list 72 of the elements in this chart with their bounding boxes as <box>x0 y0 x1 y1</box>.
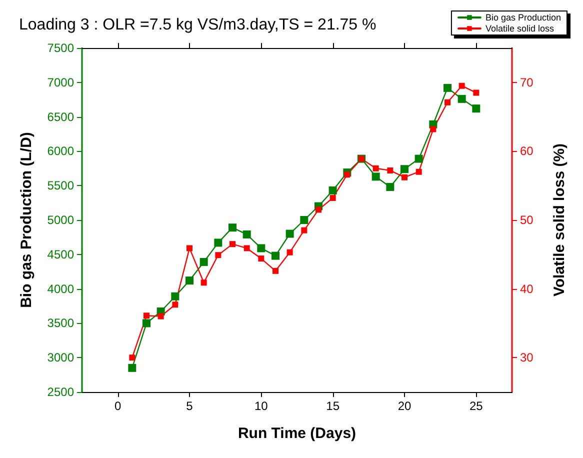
point <box>144 312 150 319</box>
point <box>200 280 207 286</box>
x-tick-label: 5 <box>186 399 194 413</box>
point <box>257 244 266 252</box>
point <box>286 230 294 238</box>
point <box>172 302 178 308</box>
point <box>128 364 136 372</box>
y-tick-label: 7000 <box>47 75 74 90</box>
x-axis-title: Run Time (Days) <box>238 425 356 442</box>
y2-axis-title: Volatile solid loss (%) <box>551 143 568 297</box>
point <box>344 172 350 178</box>
y-tick-label: 7500 <box>47 41 74 55</box>
point <box>158 313 164 320</box>
point <box>444 84 452 92</box>
point <box>300 216 308 224</box>
y-tick-label: 6000 <box>47 144 74 158</box>
y-tick-label: 5000 <box>47 213 74 227</box>
point <box>129 354 136 361</box>
point <box>414 154 423 163</box>
point <box>400 165 408 174</box>
point <box>386 182 394 191</box>
chart-title: Loading 3 : OLR =7.5 kg VS/m3.day,TS = 21.75 % <box>19 16 376 34</box>
point <box>214 238 222 247</box>
point <box>244 245 250 252</box>
point <box>215 252 222 258</box>
y-tick-label: 4500 <box>47 247 74 262</box>
point <box>228 224 236 232</box>
y-tick-label: 3000 <box>47 350 74 365</box>
point <box>472 104 480 113</box>
point <box>258 256 264 262</box>
y-tick-label: 4000 <box>47 282 74 296</box>
point <box>171 292 180 300</box>
point <box>458 82 465 89</box>
y2-tick-label: 60 <box>520 144 534 158</box>
point <box>328 186 337 194</box>
point <box>372 172 380 181</box>
point <box>402 174 408 180</box>
x-tick-label: 10 <box>254 399 268 413</box>
y-tick-label: 2500 <box>47 385 74 399</box>
point <box>458 94 466 103</box>
y-axis-title: Bio gas Production (L/D) <box>18 132 35 308</box>
legend-label: Bio gas Production <box>485 12 561 22</box>
legend-label: Volatile solid loss <box>485 24 554 34</box>
point <box>316 206 322 213</box>
point <box>186 276 194 285</box>
point <box>330 194 336 201</box>
point <box>286 249 293 256</box>
x-tick-label: 0 <box>114 399 122 413</box>
point <box>200 258 208 266</box>
y-tick-label: 6500 <box>47 110 74 124</box>
y-tick-label: 5500 <box>47 178 74 193</box>
point <box>387 167 394 174</box>
point <box>473 90 480 96</box>
y-tick-label: 3500 <box>47 316 74 330</box>
point <box>230 241 236 248</box>
point <box>272 268 278 274</box>
point <box>444 99 450 106</box>
point <box>372 165 379 172</box>
y2-tick-label: 70 <box>520 75 534 90</box>
y2-tick-label: 30 <box>520 350 534 365</box>
point <box>186 245 192 252</box>
point <box>272 252 280 260</box>
y2-tick-label: 50 <box>520 213 534 227</box>
x-tick-label: 15 <box>326 399 340 413</box>
point <box>430 126 436 132</box>
y2-tick-label: 40 <box>520 282 534 296</box>
point <box>301 227 308 234</box>
x-tick-label: 25 <box>469 399 484 413</box>
point <box>242 230 251 238</box>
x-tick-label: 20 <box>398 399 412 413</box>
point <box>142 319 150 328</box>
point <box>416 168 422 175</box>
